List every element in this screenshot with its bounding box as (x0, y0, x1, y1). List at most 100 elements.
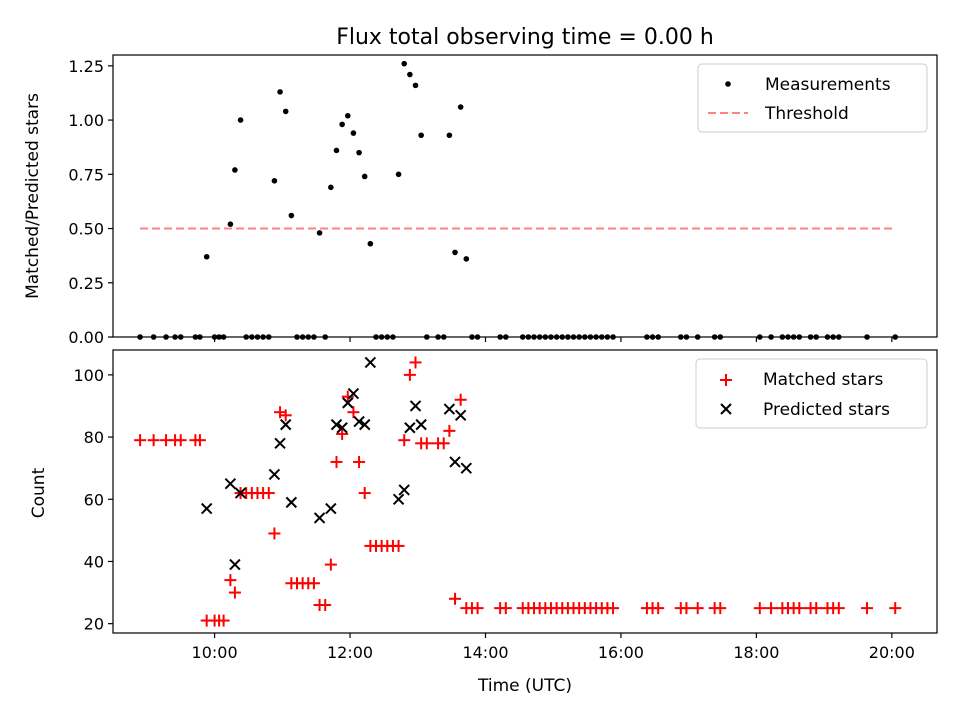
predicted-star-point (347, 387, 360, 400)
predicted-star-point (279, 418, 292, 431)
matched-star-point (347, 406, 360, 419)
bottom-plot-area (134, 356, 902, 627)
x-tick-label: 20:00 (869, 643, 915, 662)
measurement-point (356, 149, 362, 156)
predicted-star-point (404, 422, 416, 434)
bottom-y-tick-label: 100 (73, 366, 104, 385)
measurement-point (412, 82, 419, 89)
x-tick-label: 10:00 (192, 643, 238, 662)
legend-matched-marker (720, 374, 732, 386)
matched-star-point (279, 409, 292, 422)
x-tick-label: 12:00 (327, 643, 373, 662)
measurement-point (333, 147, 340, 154)
matched-star-point (765, 602, 778, 615)
predicted-star-point (224, 478, 237, 490)
top-x-axis (213, 337, 893, 342)
legend-measurements-marker (725, 81, 731, 87)
matched-star-point (262, 487, 275, 500)
bottom-y-tick-label: 40 (84, 552, 104, 571)
measurement-point (418, 132, 424, 139)
predicted-star-point (200, 502, 213, 515)
predicted-star-point (330, 418, 343, 431)
top-y-tick-label: 0.00 (68, 328, 104, 347)
legend-predicted-marker (720, 403, 732, 415)
measurement-point (395, 171, 402, 178)
predicted-star-point (449, 456, 461, 468)
measurement-point (457, 104, 464, 110)
measurement-point (277, 89, 283, 95)
x-tick-label: 16:00 (598, 643, 644, 662)
matched-star-point (336, 427, 349, 440)
x-tick-label: 14:00 (462, 643, 508, 662)
matched-star-point (454, 393, 467, 406)
matched-star-point (319, 599, 332, 612)
matched-star-point (793, 602, 806, 615)
measurement-point (203, 253, 210, 260)
matched-star-point (810, 602, 823, 615)
measurement-point (328, 184, 334, 191)
predicted-star-point (415, 418, 427, 431)
predicted-star-point (409, 400, 422, 412)
matched-star-point (147, 434, 160, 447)
matched-star-point (228, 586, 241, 599)
matched-star-point (832, 602, 845, 615)
top-subplot: Flux total observing time = 0.00 h 0.00 0… (23, 25, 938, 347)
matched-star-point (680, 602, 693, 615)
legend-matched-label: Matched stars (763, 370, 883, 390)
matched-star-point (193, 434, 206, 447)
top-legend-box (697, 63, 928, 133)
predicted-star-point (285, 496, 298, 509)
matched-star-point (499, 602, 512, 615)
bottom-y-tick-label: 80 (84, 428, 104, 447)
bottom-y-tick-label: 60 (84, 490, 104, 509)
measurement-point (350, 130, 357, 136)
chart-title: Flux total observing time = 0.00 h (336, 25, 714, 50)
matched-star-point (224, 574, 237, 587)
predicted-star-point (359, 418, 371, 431)
matched-star-point (714, 602, 727, 615)
matched-star-point (437, 437, 450, 450)
predicted-star-point (353, 415, 365, 428)
matched-star-point (420, 437, 433, 450)
matched-star-point (398, 434, 411, 447)
top-legend: Measurements Threshold (697, 63, 928, 133)
measurement-point (232, 167, 238, 173)
predicted-star-point (274, 437, 286, 450)
predicted-star-point (342, 397, 354, 409)
bottom-axes-frame (112, 349, 938, 634)
matched-star-point (134, 434, 147, 447)
measurement-point (401, 60, 408, 67)
matched-star-point (174, 434, 187, 447)
matched-star-point (307, 577, 320, 590)
matched-star-point (691, 602, 704, 615)
top-y-axis: 0.00 0.25 0.50 0.75 1.00 1.25 (68, 57, 113, 347)
top-y-tick-label: 0.25 (68, 274, 104, 293)
top-y-tick-label: 0.75 (68, 165, 104, 184)
matched-star-point (607, 602, 620, 615)
measurement-point (237, 117, 244, 123)
matched-star-point (217, 614, 230, 627)
matched-star-point (274, 406, 287, 419)
top-axes-frame (112, 54, 938, 338)
predicted-star-point (392, 493, 405, 505)
predicted-star-point (325, 502, 337, 515)
x-tick-label: 18:00 (733, 643, 779, 662)
predicted-star-point (336, 422, 348, 434)
measurement-point (288, 212, 295, 219)
legend-threshold-label: Threshold (764, 104, 849, 124)
matched-star-point (358, 487, 371, 500)
bottom-y-axis-label: Count (29, 467, 49, 518)
predicted-star-point (229, 558, 241, 571)
matched-star-point (353, 455, 366, 468)
legend-predicted-label: Predicted stars (763, 400, 890, 420)
bottom-legend-box (695, 358, 928, 429)
top-y-tick-label: 1.25 (68, 57, 104, 76)
measurement-point (361, 173, 368, 180)
x-axis-label: Time (UTC) (477, 676, 572, 696)
predicted-star-point (443, 403, 456, 415)
measurement-point (367, 240, 374, 247)
bottom-y-axis: 20 40 60 80 100 (73, 366, 113, 634)
matched-star-point (409, 356, 422, 369)
predicted-star-point (234, 487, 247, 499)
top-y-axis-label: Matched/Predicted stars (23, 93, 43, 299)
